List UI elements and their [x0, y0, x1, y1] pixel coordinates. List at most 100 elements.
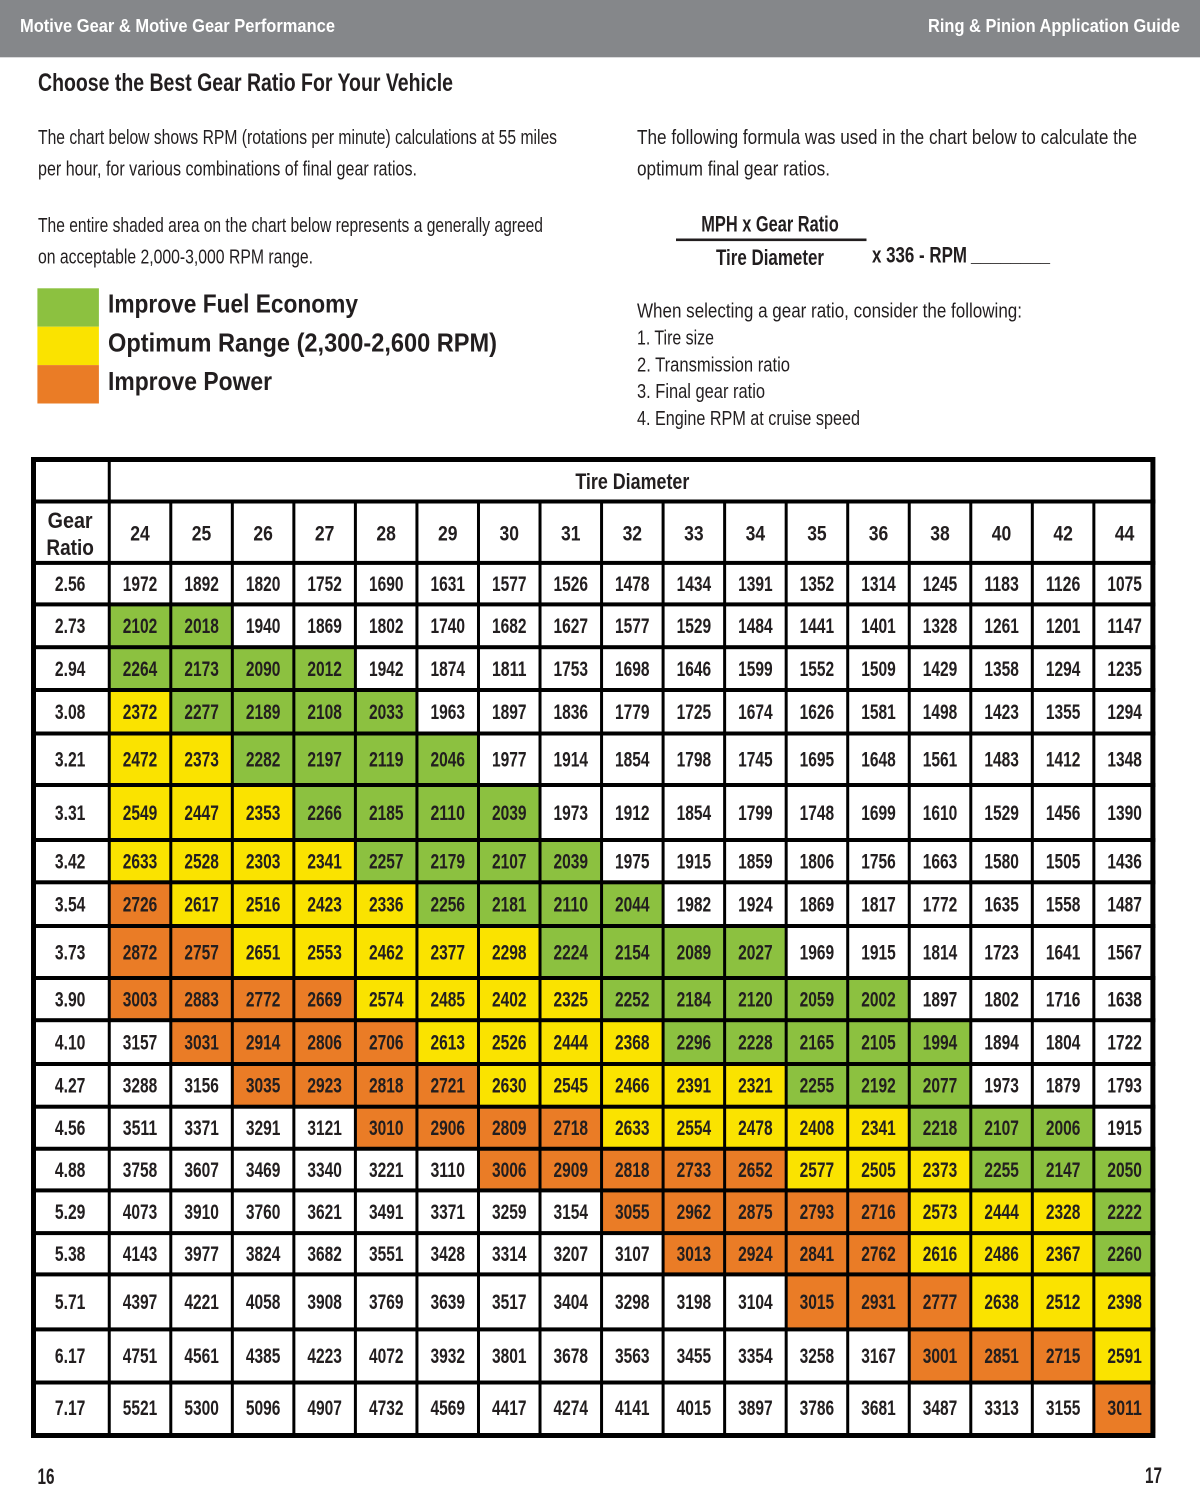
svg-text:4.88: 4.88 [55, 1159, 86, 1182]
svg-text:1973: 1973 [554, 802, 589, 825]
svg-text:3760: 3760 [246, 1201, 281, 1224]
svg-text:4223: 4223 [307, 1345, 342, 1368]
svg-text:35: 35 [807, 522, 827, 546]
svg-text:1674: 1674 [738, 701, 773, 724]
svg-text:1820: 1820 [246, 573, 281, 596]
svg-text:2872: 2872 [123, 941, 158, 964]
svg-text:1577: 1577 [615, 615, 650, 638]
svg-text:1748: 1748 [800, 802, 835, 825]
svg-text:3291: 3291 [246, 1117, 281, 1140]
svg-text:1314: 1314 [861, 573, 896, 596]
svg-text:3824: 3824 [246, 1243, 281, 1266]
svg-text:3015: 3015 [800, 1291, 835, 1314]
svg-text:2.73: 2.73 [55, 615, 86, 638]
svg-text:2444: 2444 [984, 1201, 1019, 1224]
svg-text:1484: 1484 [738, 615, 773, 638]
svg-text:1963: 1963 [430, 701, 465, 724]
svg-text:2257: 2257 [369, 850, 404, 873]
svg-text:2528: 2528 [184, 850, 219, 873]
svg-text:3157: 3157 [123, 1031, 158, 1054]
svg-text:2706: 2706 [369, 1031, 404, 1054]
svg-text:31: 31 [561, 522, 581, 546]
svg-text:3167: 3167 [861, 1345, 896, 1368]
svg-text:2423: 2423 [307, 893, 342, 916]
svg-text:2472: 2472 [123, 749, 158, 772]
svg-text:2367: 2367 [1046, 1243, 1081, 1266]
svg-text:2638: 2638 [984, 1291, 1019, 1314]
svg-text:2353: 2353 [246, 802, 281, 825]
svg-text:1261: 1261 [984, 615, 1019, 638]
svg-text:1478: 1478 [615, 573, 650, 596]
svg-text:2398: 2398 [1107, 1291, 1142, 1314]
svg-text:3259: 3259 [492, 1201, 527, 1224]
svg-text:33: 33 [684, 522, 704, 546]
svg-text:3.54: 3.54 [55, 893, 86, 916]
svg-text:1722: 1722 [1107, 1031, 1142, 1054]
svg-text:2962: 2962 [677, 1201, 712, 1224]
svg-text:1915: 1915 [677, 850, 712, 873]
svg-text:2669: 2669 [307, 988, 342, 1011]
svg-text:2059: 2059 [800, 988, 835, 1011]
svg-text:2120: 2120 [738, 988, 773, 1011]
svg-text:3055: 3055 [615, 1201, 650, 1224]
svg-text:2325: 2325 [554, 988, 589, 1011]
svg-text:2777: 2777 [923, 1291, 958, 1314]
svg-text:2256: 2256 [430, 893, 465, 916]
svg-text:2039: 2039 [492, 802, 527, 825]
svg-text:1401: 1401 [861, 615, 896, 638]
svg-text:1915: 1915 [1107, 1117, 1142, 1140]
svg-text:4.27: 4.27 [55, 1075, 86, 1098]
svg-text:The entire shaded area on the: The entire shaded area on the chart belo… [38, 215, 543, 237]
svg-text:1942: 1942 [369, 658, 404, 681]
svg-text:2090: 2090 [246, 658, 281, 681]
svg-text:4274: 4274 [554, 1397, 589, 1420]
svg-text:3.21: 3.21 [55, 749, 86, 772]
svg-text:3908: 3908 [307, 1291, 342, 1314]
svg-text:1294: 1294 [1046, 658, 1081, 681]
svg-text:1859: 1859 [738, 850, 773, 873]
svg-text:2721: 2721 [430, 1075, 465, 1098]
svg-text:3469: 3469 [246, 1159, 281, 1182]
svg-text:2553: 2553 [307, 941, 342, 964]
svg-text:1627: 1627 [554, 615, 589, 638]
svg-text:3428: 3428 [430, 1243, 465, 1266]
svg-text:3298: 3298 [615, 1291, 650, 1314]
svg-text:3977: 3977 [184, 1243, 219, 1266]
svg-text:3371: 3371 [184, 1117, 219, 1140]
svg-text:2914: 2914 [246, 1031, 281, 1054]
svg-text:1879: 1879 [1046, 1075, 1081, 1098]
svg-text:4.56: 4.56 [55, 1117, 86, 1140]
svg-text:1245: 1245 [923, 573, 958, 596]
svg-text:1183: 1183 [984, 573, 1019, 596]
svg-text:2462: 2462 [369, 941, 404, 964]
svg-text:2757: 2757 [184, 941, 219, 964]
svg-text:2033: 2033 [369, 701, 404, 724]
svg-text:1641: 1641 [1046, 941, 1081, 964]
svg-text:1505: 1505 [1046, 850, 1081, 873]
svg-text:3551: 3551 [369, 1243, 404, 1266]
svg-text:2716: 2716 [861, 1201, 896, 1224]
svg-text:2110: 2110 [430, 802, 465, 825]
svg-text:2444: 2444 [554, 1031, 589, 1054]
svg-text:2485: 2485 [430, 988, 465, 1011]
svg-text:1526: 1526 [554, 573, 589, 596]
svg-text:1436: 1436 [1107, 850, 1142, 873]
svg-text:2089: 2089 [677, 941, 712, 964]
svg-text:3639: 3639 [430, 1291, 465, 1314]
svg-text:1894: 1894 [984, 1031, 1019, 1054]
svg-text:1912: 1912 [615, 802, 650, 825]
svg-text:1529: 1529 [677, 615, 712, 638]
svg-text:3156: 3156 [184, 1075, 219, 1098]
svg-text:2.56: 2.56 [55, 573, 86, 596]
svg-text:2408: 2408 [800, 1117, 835, 1140]
svg-text:1552: 1552 [800, 658, 835, 681]
svg-text:1201: 1201 [1046, 615, 1081, 638]
svg-text:3155: 3155 [1046, 1397, 1081, 1420]
svg-text:2012: 2012 [307, 658, 342, 681]
svg-text:2173: 2173 [184, 658, 219, 681]
svg-text:1126: 1126 [1046, 573, 1081, 596]
svg-text:1973: 1973 [984, 1075, 1019, 1098]
svg-text:3801: 3801 [492, 1345, 527, 1368]
svg-text:3001: 3001 [923, 1345, 958, 1368]
svg-text:2652: 2652 [738, 1159, 773, 1182]
